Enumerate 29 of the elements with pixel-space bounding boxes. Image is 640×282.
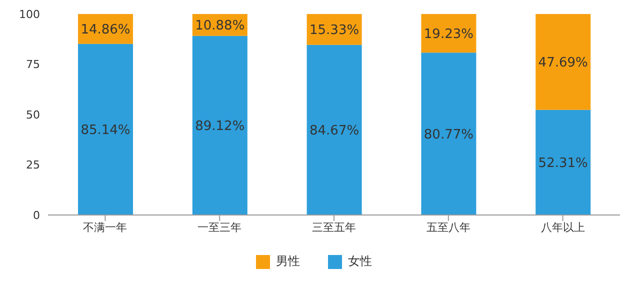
y-tick-label: 50	[26, 108, 40, 122]
x-tick-label: 三至五年	[312, 220, 356, 234]
bar	[421, 14, 476, 53]
data-label: 52.31%	[538, 156, 588, 172]
y-tick-label: 0	[33, 208, 40, 222]
bar	[192, 36, 248, 215]
x-tick-label: 一至三年	[198, 220, 242, 234]
bar	[536, 14, 591, 110]
legend-label: 女性	[347, 253, 372, 270]
bar	[536, 110, 591, 215]
x-tick-label: 八年以上	[540, 220, 585, 234]
data-label: 84.67%	[310, 124, 360, 139]
data-label: 89.12%	[195, 119, 245, 134]
data-label: 80.77%	[424, 127, 474, 142]
bar	[306, 44, 362, 215]
data-label: 15.33%	[310, 23, 360, 38]
y-tick-label: 100	[19, 8, 40, 21]
data-label: 10.88%	[195, 18, 245, 34]
data-label: 19.23%	[424, 26, 474, 42]
bar	[421, 52, 476, 215]
data-label: 85.14%	[80, 123, 130, 138]
data-label: 14.86%	[80, 22, 130, 38]
data-label: 47.69%	[538, 56, 588, 71]
y-tick-label: 25	[26, 158, 40, 172]
legend-label: 男性	[275, 253, 300, 270]
x-tick-label: 不满一年	[83, 220, 128, 234]
y-tick-label: 75	[26, 58, 40, 72]
bar	[78, 44, 133, 215]
x-tick-label: 五至八年	[426, 220, 470, 234]
